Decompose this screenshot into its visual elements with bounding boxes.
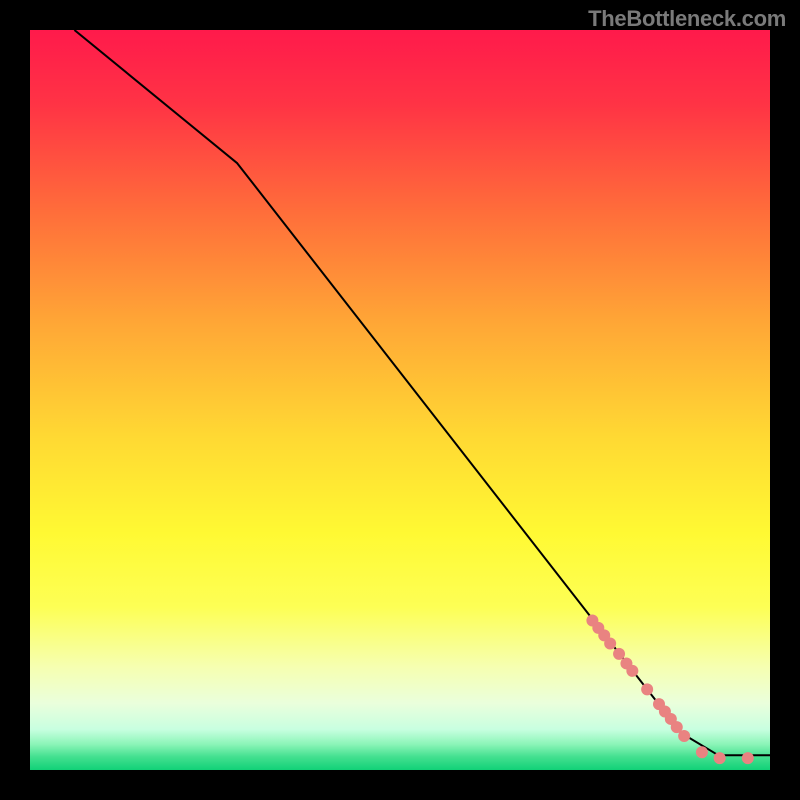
chart-marker	[696, 746, 708, 758]
chart-svg	[30, 30, 770, 770]
chart-plot-area	[30, 30, 770, 770]
chart-marker	[641, 683, 653, 695]
chart-marker	[626, 665, 638, 677]
chart-marker	[714, 752, 726, 764]
watermark-text: TheBottleneck.com	[588, 6, 786, 32]
chart-marker	[742, 752, 754, 764]
chart-marker	[604, 637, 616, 649]
chart-marker	[613, 648, 625, 660]
chart-background	[30, 30, 770, 770]
chart-marker	[678, 730, 690, 742]
